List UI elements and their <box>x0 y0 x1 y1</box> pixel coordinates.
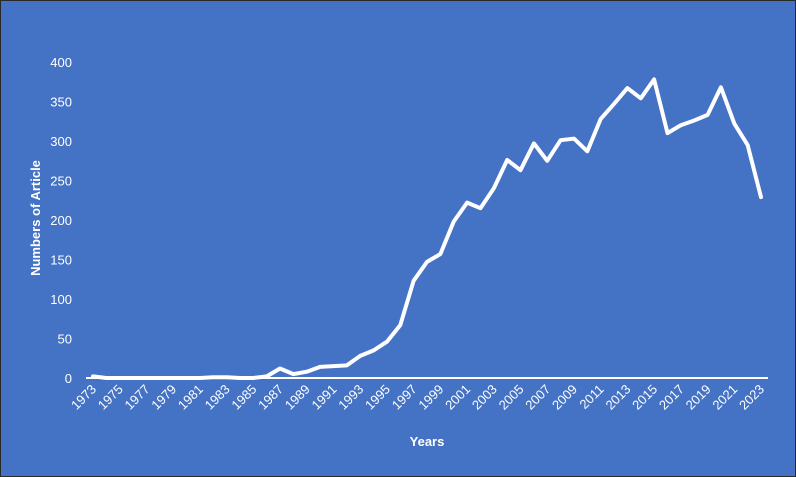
y-tick-label: 0 <box>65 371 72 386</box>
y-tick-label: 400 <box>50 55 72 70</box>
y-tick-label: 300 <box>50 134 72 149</box>
x-tick-label: 1975 <box>95 382 126 413</box>
x-tick-label: 2013 <box>602 382 633 413</box>
data-point <box>519 168 523 172</box>
data-point <box>185 376 189 380</box>
data-point <box>572 137 576 141</box>
data-point <box>372 348 376 352</box>
data-point <box>345 363 349 367</box>
data-point <box>478 206 482 210</box>
x-tick-label: 1999 <box>415 382 446 413</box>
x-tick-label: 2011 <box>576 382 606 412</box>
data-point <box>639 96 643 100</box>
data-point <box>412 279 416 283</box>
data-point <box>438 252 442 256</box>
data-point <box>144 376 148 380</box>
data-point <box>452 220 456 224</box>
data-point <box>198 376 202 380</box>
data-point <box>665 131 669 135</box>
data-point <box>425 260 429 264</box>
data-point <box>732 122 736 126</box>
data-point <box>759 195 763 199</box>
x-tick-label: 1993 <box>335 382 366 413</box>
x-tick-label: 2003 <box>469 382 500 413</box>
x-tick-label: 1995 <box>362 382 393 413</box>
x-tick-label: 1985 <box>228 382 259 413</box>
x-tick-label: 1989 <box>282 382 313 413</box>
x-tick-label: 1977 <box>122 382 153 413</box>
data-point <box>358 354 362 358</box>
data-point <box>679 123 683 127</box>
x-tick-label: 1987 <box>255 382 286 413</box>
data-point <box>719 85 723 89</box>
data-point <box>625 86 629 90</box>
data-point <box>211 375 215 379</box>
y-axis-title: Numbers of Article <box>28 160 43 276</box>
x-tick-label: 2021 <box>709 382 740 413</box>
data-point <box>545 159 549 163</box>
data-point <box>238 376 242 380</box>
data-point <box>652 77 656 81</box>
x-tick-label: 2017 <box>656 382 687 413</box>
data-point <box>398 323 402 327</box>
data-point <box>331 364 335 368</box>
y-tick-label: 50 <box>58 332 72 347</box>
data-point <box>585 149 589 153</box>
x-tick-label: 1991 <box>309 382 340 413</box>
data-point <box>131 376 135 380</box>
data-point <box>692 118 696 122</box>
data-point <box>91 374 95 378</box>
x-tick-label: 1973 <box>68 382 99 413</box>
x-tick-label: 1983 <box>202 382 233 413</box>
x-tick-label: 1979 <box>148 382 179 413</box>
data-point <box>706 113 710 117</box>
data-point <box>532 141 536 145</box>
data-point <box>318 365 322 369</box>
data-point <box>158 376 162 380</box>
data-point <box>385 340 389 344</box>
y-tick-label: 200 <box>50 213 72 228</box>
y-tick-label: 350 <box>50 95 72 110</box>
x-tick-label: 2005 <box>496 382 527 413</box>
y-tick-label: 150 <box>50 253 72 268</box>
data-point <box>505 158 509 162</box>
x-axis-title: Years <box>410 434 445 449</box>
y-tick-label: 250 <box>50 174 72 189</box>
data-point <box>492 186 496 190</box>
x-tick-label: 2001 <box>442 382 473 413</box>
series-line <box>91 77 763 380</box>
data-point <box>118 376 122 380</box>
data-point <box>278 367 282 371</box>
data-point <box>265 374 269 378</box>
x-tick-label: 1997 <box>389 382 420 413</box>
data-point <box>225 375 229 379</box>
x-tick-label: 2007 <box>522 382 553 413</box>
x-tick-label: 2015 <box>629 382 660 413</box>
data-point <box>746 143 750 147</box>
data-point <box>465 201 469 205</box>
data-point <box>559 138 563 142</box>
data-point <box>291 372 295 376</box>
x-tick-label: 2019 <box>683 382 714 413</box>
data-point <box>171 376 175 380</box>
data-point <box>305 370 309 374</box>
x-tick-label: 1981 <box>175 382 206 413</box>
data-point <box>599 117 603 121</box>
y-tick-label: 100 <box>50 292 72 307</box>
x-tick-label: 2009 <box>549 382 580 413</box>
x-tick-label: 2023 <box>736 382 767 413</box>
data-point <box>251 376 255 380</box>
data-point <box>104 376 108 380</box>
data-point <box>612 102 616 106</box>
